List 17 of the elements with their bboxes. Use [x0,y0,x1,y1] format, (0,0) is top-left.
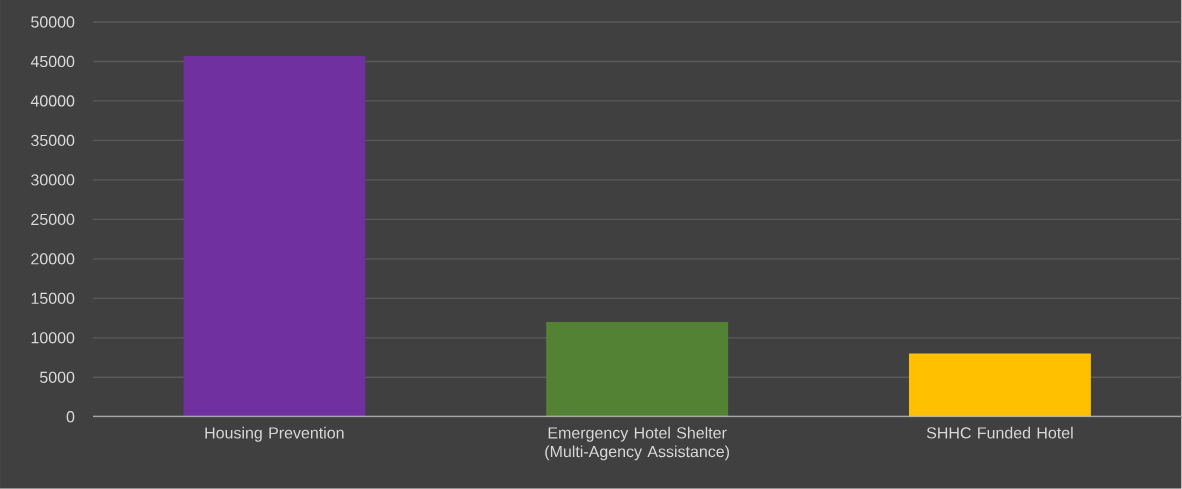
y-tick-label: 40000 [30,95,75,107]
y-tick-label: 25000 [31,213,75,226]
y-tick-label: 35000 [31,134,75,147]
bar [908,353,1091,417]
y-tick-label: 15000 [31,292,75,305]
y-tick-label: 0 [66,411,75,423]
bar [183,56,366,417]
x-tick-label: Emergency Hotel Shelter (Multi-Agency Assistance) [545,426,729,461]
y-tick-label: 45000 [30,55,75,68]
y-tick-label: 5000 [40,371,75,384]
y-tick-label: 20000 [31,253,75,265]
y-tick-label: 10000 [31,332,75,344]
x-tick-label: Housing Prevention [205,426,344,442]
x-tick-label: SHHC Funded Hotel [926,426,1073,439]
y-tick-label: 30000 [31,174,75,186]
y-tick-label: 50000 [31,16,75,28]
bar [546,322,729,417]
